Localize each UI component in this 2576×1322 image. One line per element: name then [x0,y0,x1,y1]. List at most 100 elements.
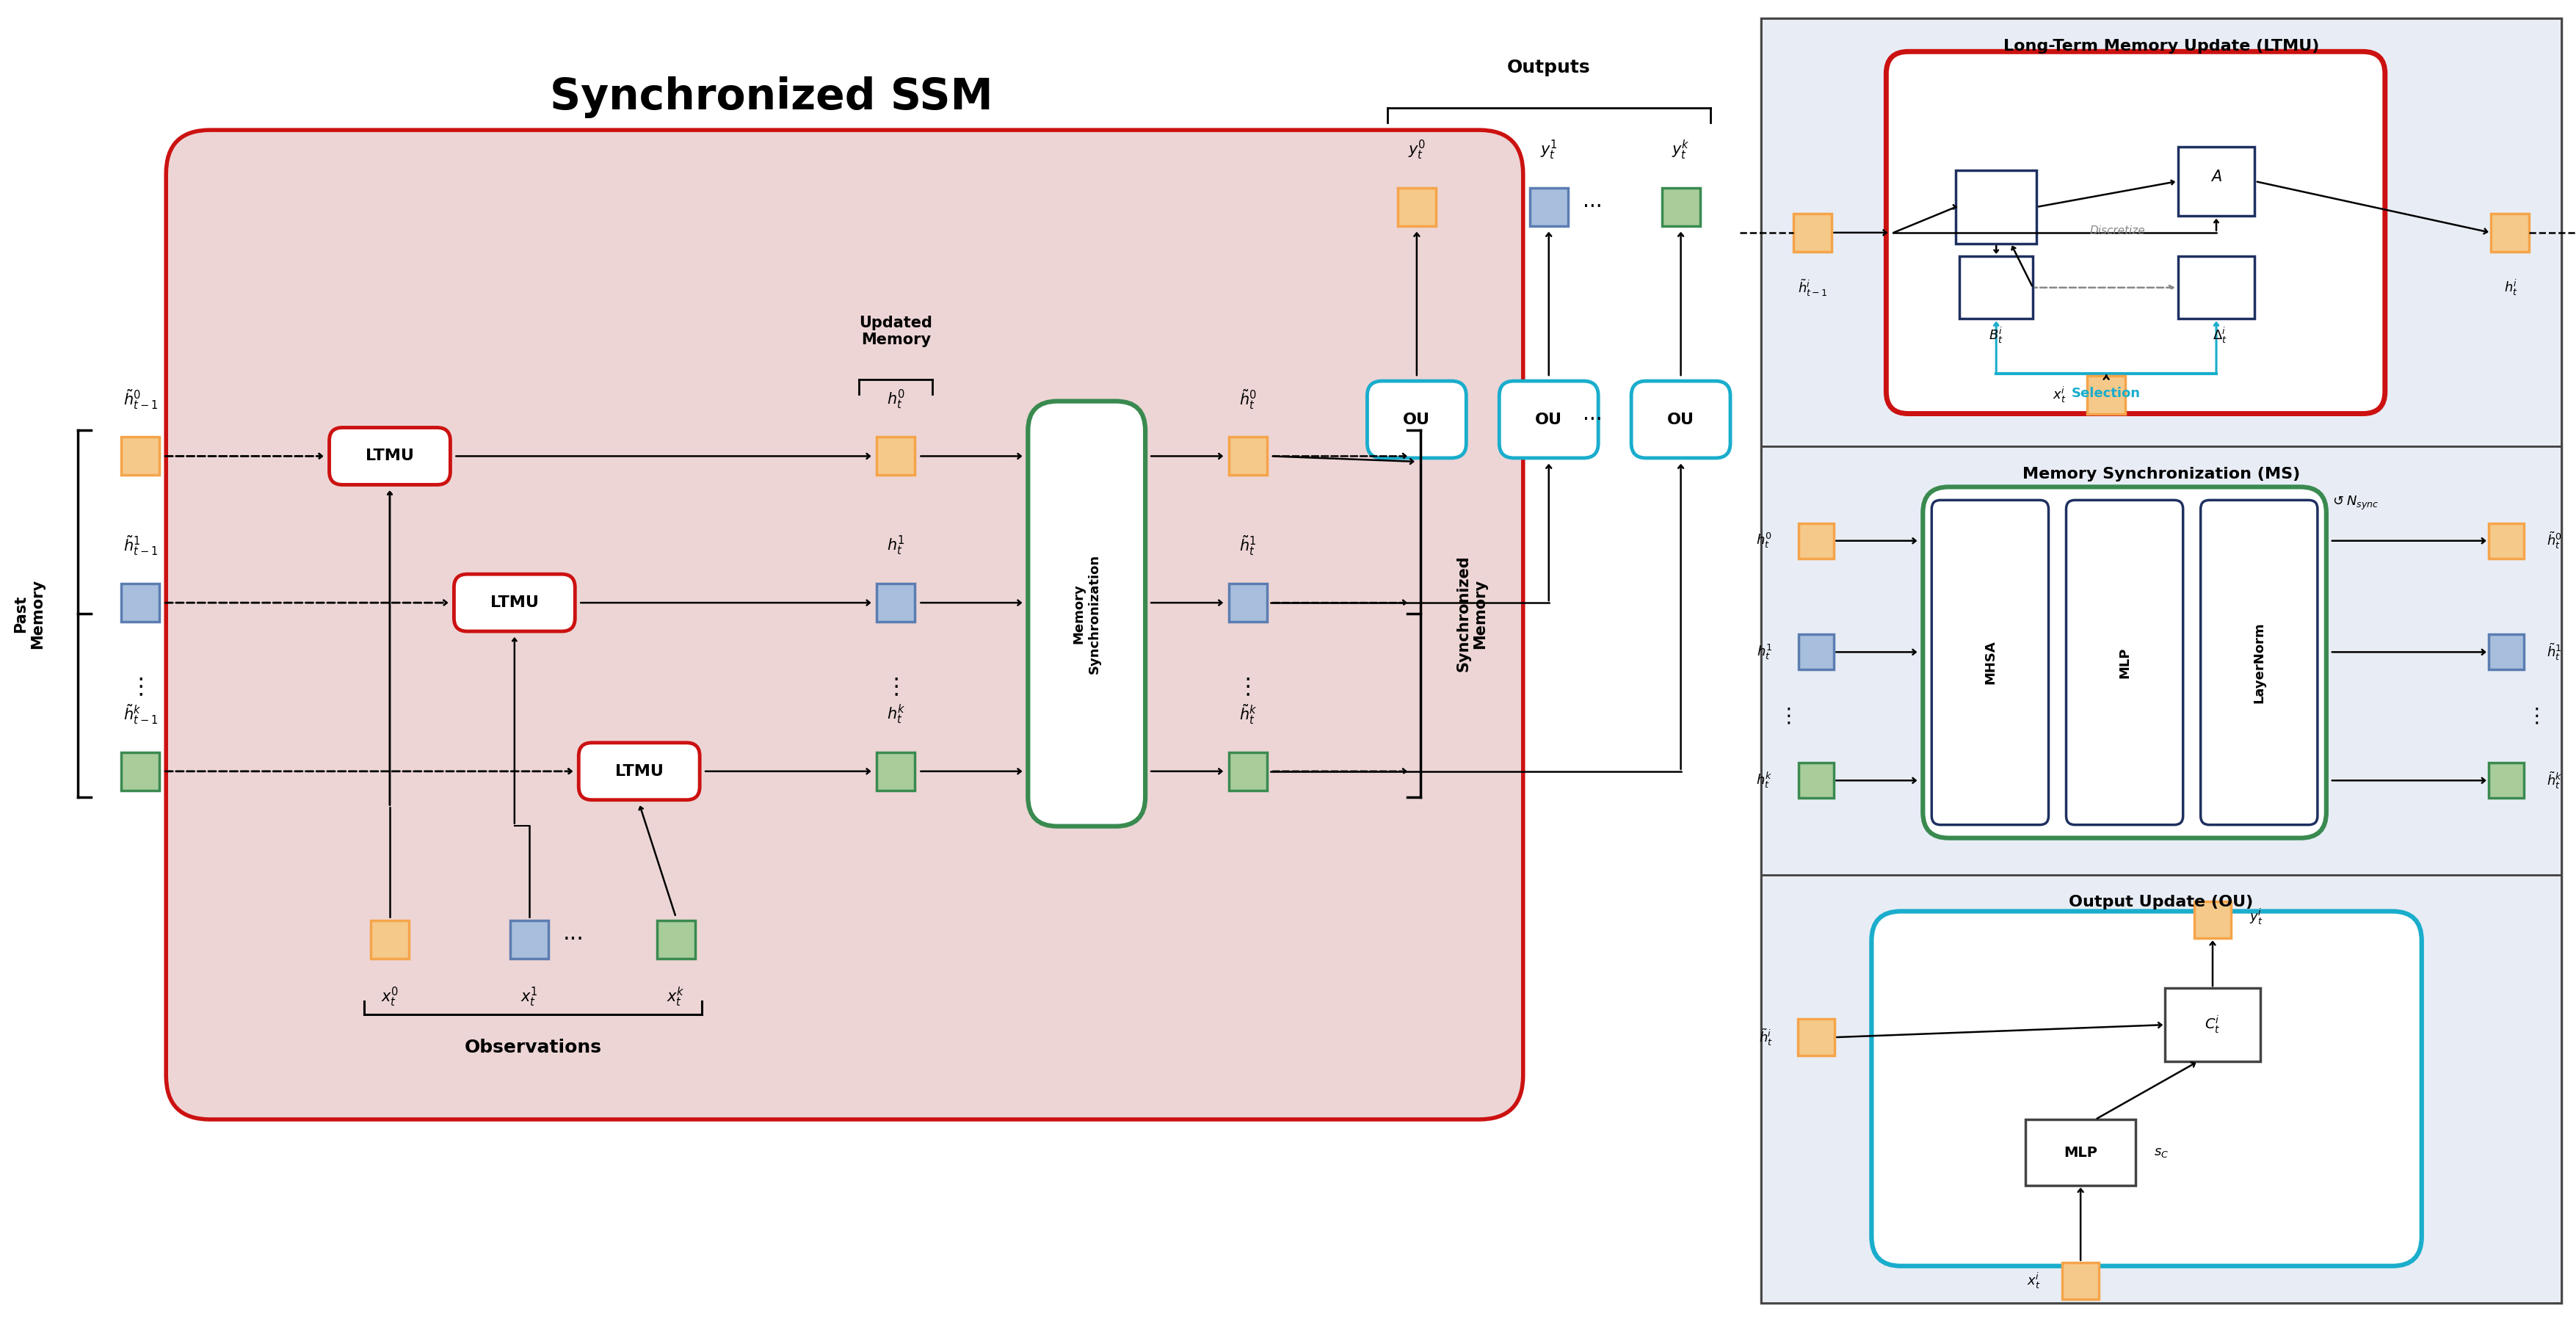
FancyBboxPatch shape [510,921,549,958]
Text: Memory Synchronization (MS): Memory Synchronization (MS) [2022,467,2300,481]
Text: $x_t^i$: $x_t^i$ [2053,385,2066,405]
Text: Observations: Observations [464,1039,600,1056]
FancyBboxPatch shape [1886,52,2385,414]
Text: OU: OU [1404,412,1430,427]
FancyBboxPatch shape [2066,500,2182,825]
Text: $y_t^1$: $y_t^1$ [1540,139,1558,161]
Text: $y_t^0$: $y_t^0$ [1409,139,1425,161]
FancyBboxPatch shape [2195,902,2231,939]
FancyBboxPatch shape [1955,171,2038,243]
FancyBboxPatch shape [1922,486,2326,838]
Text: $x_t^1$: $x_t^1$ [520,985,538,1009]
Text: ⋮: ⋮ [1236,677,1260,698]
Text: $\tilde{h}_{t-1}^1$: $\tilde{h}_{t-1}^1$ [124,534,157,558]
FancyBboxPatch shape [2488,635,2524,670]
FancyBboxPatch shape [876,752,914,791]
Text: $\tilde{h}_{t-1}^i$: $\tilde{h}_{t-1}^i$ [1798,278,1829,299]
FancyBboxPatch shape [2025,1120,2136,1186]
Text: Past
Memory: Past Memory [13,579,44,649]
Text: $h_t^1$: $h_t^1$ [886,534,904,558]
Text: $\tilde{h}_t^k$: $\tilde{h}_t^k$ [1239,702,1257,726]
Text: $\Delta_t^i$: $\Delta_t^i$ [2213,325,2228,345]
Text: $y_t^k$: $y_t^k$ [1672,139,1690,161]
Text: $\tilde{h}_{t-1}^0$: $\tilde{h}_{t-1}^0$ [124,387,157,411]
Text: $\tilde{h}_t^i$: $\tilde{h}_t^i$ [1759,1027,1772,1047]
FancyBboxPatch shape [1798,635,1834,670]
Text: Discretize: Discretize [2089,225,2146,237]
FancyBboxPatch shape [1798,1019,1834,1055]
FancyBboxPatch shape [2177,256,2254,319]
FancyBboxPatch shape [121,752,160,791]
Text: LTMU: LTMU [616,764,665,779]
Text: OU: OU [1667,412,1695,427]
Text: $x_t^i$: $x_t^i$ [2027,1270,2040,1290]
Text: $h_t^k$: $h_t^k$ [886,703,904,726]
Text: ⋮: ⋮ [884,677,907,698]
Text: ···: ··· [562,929,585,951]
Text: ···: ··· [1584,197,1602,217]
Text: $h_t^0$: $h_t^0$ [1757,531,1772,550]
Text: MLP: MLP [2063,1146,2097,1159]
Text: ···: ··· [1584,410,1602,430]
Text: Synchronized
Memory: Synchronized Memory [1455,555,1486,672]
Text: $s_C$: $s_C$ [2154,1146,2169,1159]
Text: $\circlearrowleft N_{sync}$: $\circlearrowleft N_{sync}$ [2329,494,2378,512]
Text: $h_t^k$: $h_t^k$ [1757,771,1772,791]
Text: $\tilde{h}_t^0$: $\tilde{h}_t^0$ [2545,530,2561,551]
FancyBboxPatch shape [1399,188,1435,226]
Text: $\tilde{h}_{t-1}^k$: $\tilde{h}_{t-1}^k$ [124,702,157,726]
FancyBboxPatch shape [1530,188,1569,226]
Text: LTMU: LTMU [489,595,538,609]
Text: Selection: Selection [2071,386,2141,399]
FancyBboxPatch shape [1762,19,2561,447]
FancyBboxPatch shape [1873,911,2421,1266]
FancyBboxPatch shape [1932,500,2048,825]
Text: OU: OU [1535,412,1564,427]
FancyBboxPatch shape [1798,763,1834,798]
FancyBboxPatch shape [121,584,160,621]
FancyBboxPatch shape [1960,256,2032,319]
Text: $h_t^1$: $h_t^1$ [1757,642,1772,661]
Text: LTMU: LTMU [366,448,415,464]
Text: Output Update (OU): Output Update (OU) [2069,895,2254,910]
FancyBboxPatch shape [580,743,701,800]
FancyBboxPatch shape [2491,214,2530,251]
FancyBboxPatch shape [657,921,696,958]
FancyBboxPatch shape [2200,500,2318,825]
Text: $B_t^i$: $B_t^i$ [1989,325,2004,345]
FancyBboxPatch shape [1762,19,2561,1302]
FancyBboxPatch shape [2063,1263,2099,1300]
Text: $y_t^i$: $y_t^i$ [2249,907,2262,925]
Text: $x_t^0$: $x_t^0$ [381,985,399,1009]
Text: $\tilde{h}_t^0$: $\tilde{h}_t^0$ [1239,387,1257,411]
FancyBboxPatch shape [1631,381,1731,457]
FancyBboxPatch shape [876,438,914,475]
Text: $A$: $A$ [2210,169,2223,184]
FancyBboxPatch shape [1762,875,2561,1302]
FancyBboxPatch shape [1028,401,1146,826]
FancyBboxPatch shape [1762,447,2561,875]
Text: $\tilde{h}_t^k$: $\tilde{h}_t^k$ [2545,771,2563,791]
Text: ⋮: ⋮ [1777,706,1798,727]
Text: Outputs: Outputs [1507,59,1589,77]
FancyBboxPatch shape [1229,752,1267,791]
FancyBboxPatch shape [1793,214,1832,251]
Text: $\tilde{h}_t^1$: $\tilde{h}_t^1$ [1239,534,1257,558]
FancyBboxPatch shape [1229,584,1267,621]
FancyBboxPatch shape [165,130,1522,1120]
FancyBboxPatch shape [453,574,574,632]
FancyBboxPatch shape [330,427,451,485]
Text: LayerNorm: LayerNorm [2251,621,2267,703]
Text: $h_t^i$: $h_t^i$ [2504,278,2519,297]
Text: $C_t^i$: $C_t^i$ [2205,1014,2221,1035]
FancyBboxPatch shape [2177,147,2254,215]
Text: Updated
Memory: Updated Memory [860,316,933,348]
FancyBboxPatch shape [2488,524,2524,558]
FancyBboxPatch shape [2488,763,2524,798]
Text: ⋮: ⋮ [129,677,152,698]
FancyBboxPatch shape [121,438,160,475]
Text: ⋮: ⋮ [2527,706,2548,727]
FancyBboxPatch shape [1229,438,1267,475]
FancyBboxPatch shape [2164,988,2259,1062]
Text: Long-Term Memory Update (LTMU): Long-Term Memory Update (LTMU) [2004,40,2318,54]
